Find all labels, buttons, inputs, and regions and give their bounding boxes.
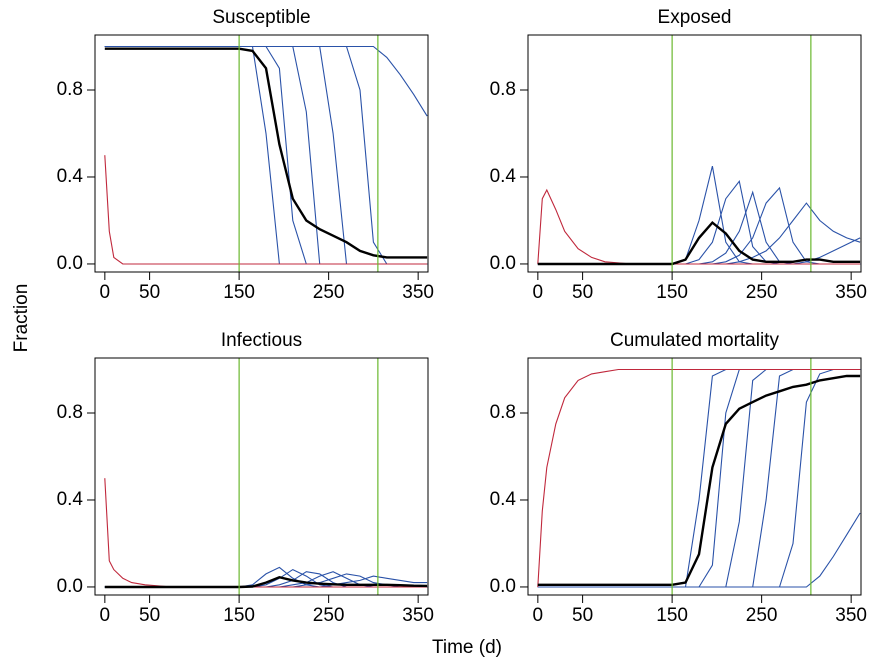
series-line	[537, 188, 861, 265]
series-line	[537, 220, 861, 266]
y-tick-label: 0.0	[490, 253, 516, 274]
x-tick-label: 150	[223, 282, 255, 303]
series-line	[104, 478, 428, 588]
x-tick-label: 250	[746, 605, 778, 626]
series-line	[537, 180, 861, 265]
series-line	[537, 165, 861, 265]
y-tick-label: 0.0	[490, 576, 516, 597]
x-tick-label: 250	[313, 605, 345, 626]
x-tick-label: 250	[313, 282, 345, 303]
y-tick-label: 0.0	[57, 253, 83, 274]
x-tick-label: 350	[402, 605, 434, 626]
x-tick-label: 50	[572, 282, 593, 303]
series-line	[104, 47, 428, 259]
x-tick-label: 150	[656, 605, 688, 626]
y-tick-label: 0.4	[490, 489, 517, 510]
x-tick-label: 150	[656, 282, 688, 303]
panel-title: Susceptible	[212, 7, 310, 28]
series-line	[537, 512, 861, 588]
panel-title: Infectious	[221, 330, 302, 351]
series-line	[104, 575, 428, 589]
y-tick-label: 0.4	[490, 166, 517, 187]
series-line	[537, 186, 861, 265]
plot-frame	[94, 357, 429, 596]
x-tick-label: 0	[533, 605, 544, 626]
plot-frame	[94, 34, 429, 273]
series-line	[104, 45, 428, 265]
x-tick-label: 250	[746, 282, 778, 303]
x-tick-label: 350	[835, 282, 867, 303]
x-tick-label: 150	[223, 605, 255, 626]
x-tick-label: 50	[139, 282, 160, 303]
series-line	[104, 45, 428, 265]
y-tick-label: 0.8	[57, 79, 83, 100]
y-tick-label: 0.8	[490, 402, 516, 423]
series-line	[104, 45, 428, 265]
series-line	[537, 374, 861, 586]
x-tick-label: 0	[100, 282, 111, 303]
plot-frame	[527, 357, 862, 596]
x-tick-label: 350	[402, 282, 434, 303]
y-tick-label: 0.0	[57, 576, 83, 597]
series-line	[104, 45, 428, 117]
y-tick-label: 0.4	[57, 166, 84, 187]
y-axis-label: Fraction	[11, 284, 32, 353]
y-tick-label: 0.4	[57, 489, 84, 510]
series-line	[104, 155, 428, 265]
y-tick-label: 0.8	[57, 402, 83, 423]
x-tick-label: 0	[100, 605, 111, 626]
x-tick-label: 350	[835, 605, 867, 626]
panel-title: Cumulated mortality	[610, 330, 779, 351]
series-line	[104, 45, 428, 265]
x-tick-label: 50	[572, 605, 593, 626]
plot-frame	[527, 34, 862, 273]
x-tick-label: 0	[533, 282, 544, 303]
x-axis-label: Time (d)	[432, 637, 502, 658]
series-line	[104, 45, 428, 265]
series-line	[537, 202, 861, 265]
panel-title: Exposed	[658, 7, 732, 28]
series-line	[537, 368, 861, 588]
series-line	[537, 190, 861, 265]
x-tick-label: 50	[139, 605, 160, 626]
y-tick-label: 0.8	[490, 79, 516, 100]
